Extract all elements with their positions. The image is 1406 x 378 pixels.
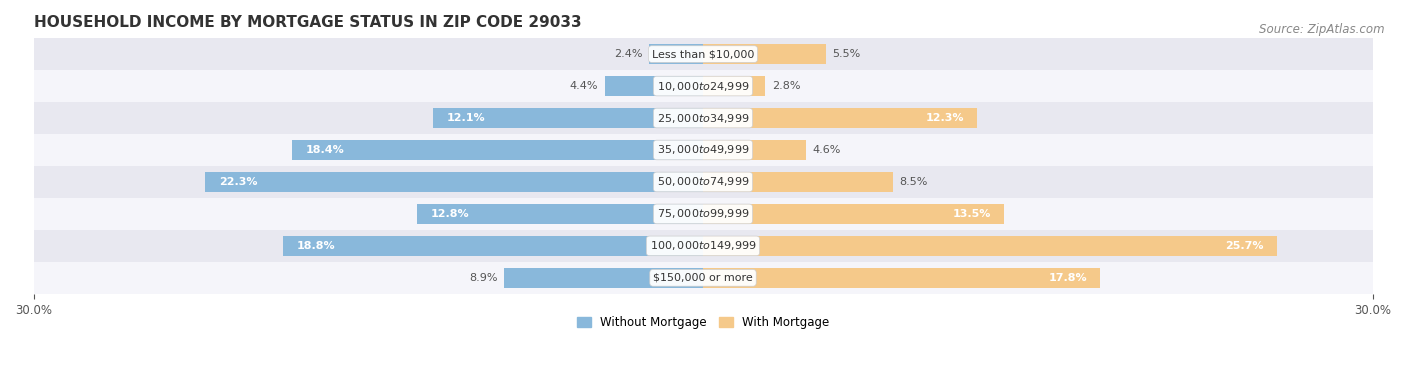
Bar [433, 108, 703, 128]
Bar [34, 166, 1372, 198]
Text: $25,000 to $34,999: $25,000 to $34,999 [657, 112, 749, 124]
Text: 4.4%: 4.4% [569, 81, 598, 91]
Text: Less than $10,000: Less than $10,000 [652, 49, 754, 59]
Bar [703, 44, 825, 64]
Text: 2.8%: 2.8% [772, 81, 800, 91]
Bar [34, 262, 1372, 294]
Text: 8.5%: 8.5% [900, 177, 928, 187]
Text: 17.8%: 17.8% [1049, 273, 1087, 283]
Text: 22.3%: 22.3% [219, 177, 257, 187]
Bar [650, 44, 703, 64]
Bar [34, 102, 1372, 134]
Text: 5.5%: 5.5% [832, 49, 860, 59]
Bar [703, 172, 893, 192]
Text: $50,000 to $74,999: $50,000 to $74,999 [657, 175, 749, 189]
Text: 8.9%: 8.9% [470, 273, 498, 283]
Text: 18.8%: 18.8% [297, 241, 336, 251]
Text: 12.3%: 12.3% [925, 113, 965, 123]
Bar [418, 204, 703, 224]
Text: $150,000 or more: $150,000 or more [654, 273, 752, 283]
Legend: Without Mortgage, With Mortgage: Without Mortgage, With Mortgage [572, 311, 834, 334]
Text: 13.5%: 13.5% [952, 209, 991, 219]
Text: 18.4%: 18.4% [305, 145, 344, 155]
Bar [34, 70, 1372, 102]
Bar [34, 198, 1372, 230]
Bar [605, 76, 703, 96]
Text: 12.8%: 12.8% [430, 209, 470, 219]
Bar [284, 236, 703, 256]
Text: Source: ZipAtlas.com: Source: ZipAtlas.com [1260, 23, 1385, 36]
Bar [34, 38, 1372, 70]
Bar [34, 134, 1372, 166]
Bar [703, 236, 1277, 256]
Bar [703, 204, 1004, 224]
Text: 4.6%: 4.6% [813, 145, 841, 155]
Text: $10,000 to $24,999: $10,000 to $24,999 [657, 79, 749, 93]
Bar [703, 268, 1101, 288]
Text: 25.7%: 25.7% [1225, 241, 1263, 251]
Bar [205, 172, 703, 192]
Text: 2.4%: 2.4% [614, 49, 643, 59]
Text: 12.1%: 12.1% [446, 113, 485, 123]
Text: HOUSEHOLD INCOME BY MORTGAGE STATUS IN ZIP CODE 29033: HOUSEHOLD INCOME BY MORTGAGE STATUS IN Z… [34, 15, 581, 30]
Bar [703, 76, 765, 96]
Bar [703, 108, 977, 128]
Bar [703, 140, 806, 160]
Bar [34, 230, 1372, 262]
Bar [292, 140, 703, 160]
Bar [505, 268, 703, 288]
Text: $100,000 to $149,999: $100,000 to $149,999 [650, 239, 756, 253]
Text: $75,000 to $99,999: $75,000 to $99,999 [657, 208, 749, 220]
Text: $35,000 to $49,999: $35,000 to $49,999 [657, 144, 749, 156]
